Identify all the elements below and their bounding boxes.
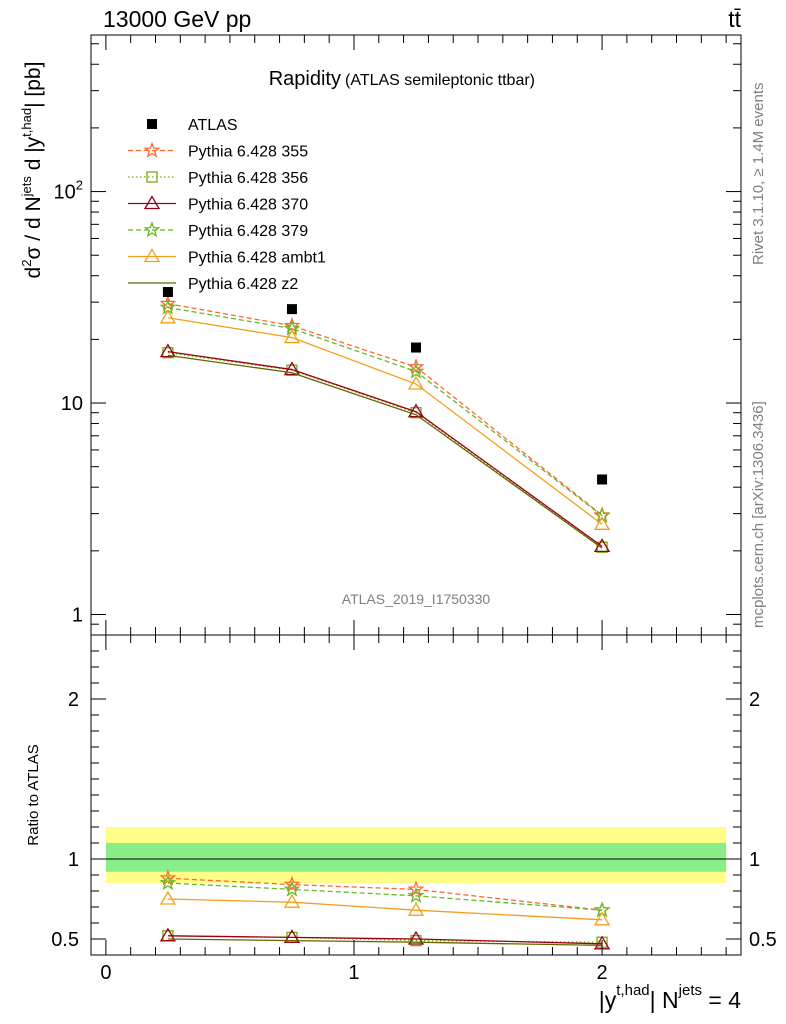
chart-title: Rapidity bbox=[269, 68, 341, 90]
ratio-y-tick-label-right: 1 bbox=[749, 849, 760, 871]
legend-label: Pythia 6.428 ambt1 bbox=[188, 250, 326, 267]
ratio-y-tick-label: 0.5 bbox=[51, 929, 79, 951]
ratio-point-2-0 bbox=[159, 927, 177, 942]
legend-label: Pythia 6.428 379 bbox=[188, 223, 308, 240]
ratio-band-inner bbox=[105, 843, 727, 872]
ratio-line-3 bbox=[167, 882, 603, 911]
ratio-point-0-2 bbox=[407, 880, 425, 897]
series-line-5 bbox=[167, 354, 603, 549]
ratio-line-2 bbox=[167, 935, 603, 945]
data-point-3 bbox=[597, 474, 608, 485]
ratio-line-0 bbox=[167, 877, 603, 911]
series-point-2-1 bbox=[283, 361, 301, 376]
ratio-point-0-1 bbox=[283, 875, 301, 892]
ratio-point-2-1 bbox=[283, 929, 301, 944]
series-point-0-2 bbox=[407, 358, 425, 375]
ratio-line-4 bbox=[167, 898, 603, 921]
data-point-2 bbox=[411, 342, 421, 353]
mcplots-label: mcplots.cern.ch [arXiv:1306.3436] bbox=[750, 401, 767, 628]
legend: ATLAS Pythia 6.428 355 Pythia 6.428 356 Pyt… bbox=[128, 117, 326, 293]
legend-marker bbox=[143, 195, 161, 210]
data-point-0 bbox=[162, 287, 173, 298]
series-point-3-3 bbox=[593, 506, 611, 523]
ratio-point-2-2 bbox=[407, 930, 425, 945]
ratio-point-4-2 bbox=[407, 901, 425, 916]
series-point-2-2 bbox=[407, 403, 425, 418]
legend-label: Pythia 6.428 z2 bbox=[188, 276, 298, 293]
series-point-4-1 bbox=[283, 329, 301, 344]
series-point-2-0 bbox=[159, 343, 177, 358]
legend-marker bbox=[143, 248, 161, 263]
ratio-point-3-0 bbox=[159, 874, 177, 891]
y-tick-label: 1 bbox=[72, 605, 83, 627]
process-label: tt̄ bbox=[728, 6, 741, 32]
legend-label: Pythia 6.428 355 bbox=[188, 144, 308, 161]
x-axis-label: |yt,had| Njets = 4 bbox=[599, 982, 741, 1013]
ratio-point-4-0 bbox=[159, 890, 177, 905]
rivet-label: Rivet 3.1.10, ≥ 1.4M events bbox=[750, 83, 767, 266]
main-panel: 1 10 102 Rapidity (ATLAS semileptonic ttba… bbox=[19, 34, 742, 636]
ratio-point-4-3 bbox=[593, 911, 611, 926]
y-tick-label: 102 bbox=[54, 178, 83, 204]
analysis-id: ATLAS_2019_I1750330 bbox=[342, 591, 491, 607]
x-tick-label: 0 bbox=[100, 962, 111, 984]
ratio-frame bbox=[90, 634, 742, 956]
ratio-y-tick-label: 2 bbox=[68, 689, 79, 711]
y-axis-label: d2σ / d Njets d |yt,had| [pb] bbox=[19, 62, 45, 279]
energy-label: 13000 GeV pp bbox=[103, 6, 251, 32]
ratio-panel: 0 1 2 0.5 0.5 1 1 2 2 Ratio to ATLAS bbox=[25, 634, 777, 984]
y-tick-label: 10 bbox=[61, 393, 83, 415]
series-point-0-0 bbox=[159, 294, 177, 311]
data-point-1 bbox=[286, 304, 297, 315]
series-point-0-1 bbox=[283, 316, 301, 333]
ratio-point-0-0 bbox=[159, 869, 177, 886]
series-line-2 bbox=[167, 350, 603, 547]
series-line-4 bbox=[167, 317, 603, 525]
ratio-y-axis-label: Ratio to ATLAS bbox=[25, 744, 42, 845]
ratio-y-tick-label-right: 2 bbox=[749, 689, 760, 711]
ratio-point-3-2 bbox=[407, 886, 425, 904]
legend-marker bbox=[146, 171, 158, 183]
legend-marker bbox=[143, 221, 161, 238]
series-line-1 bbox=[167, 352, 603, 548]
ratio-point-3-1 bbox=[283, 880, 301, 897]
x-tick-label: 1 bbox=[348, 962, 359, 984]
ratio-y-tick-label: 1 bbox=[68, 849, 79, 871]
series-point-4-0 bbox=[159, 309, 177, 324]
legend-marker bbox=[143, 141, 161, 158]
legend-label: ATLAS bbox=[188, 117, 238, 134]
series-line-3 bbox=[167, 306, 603, 517]
chart-subtitle: (ATLAS semileptonic ttbar) bbox=[345, 72, 535, 89]
ratio-y-tick-label-right: 0.5 bbox=[749, 929, 777, 951]
ratio-point-4-1 bbox=[283, 893, 301, 908]
legend-marker-data bbox=[147, 119, 157, 129]
series-point-3-2 bbox=[407, 362, 425, 379]
series-line-0 bbox=[167, 303, 603, 516]
series-point-4-3 bbox=[593, 516, 611, 530]
x-tick-label: 2 bbox=[597, 962, 608, 984]
series-point-4-2 bbox=[407, 375, 425, 390]
legend-label: Pythia 6.428 370 bbox=[188, 197, 308, 214]
legend-label: Pythia 6.428 356 bbox=[188, 170, 308, 187]
